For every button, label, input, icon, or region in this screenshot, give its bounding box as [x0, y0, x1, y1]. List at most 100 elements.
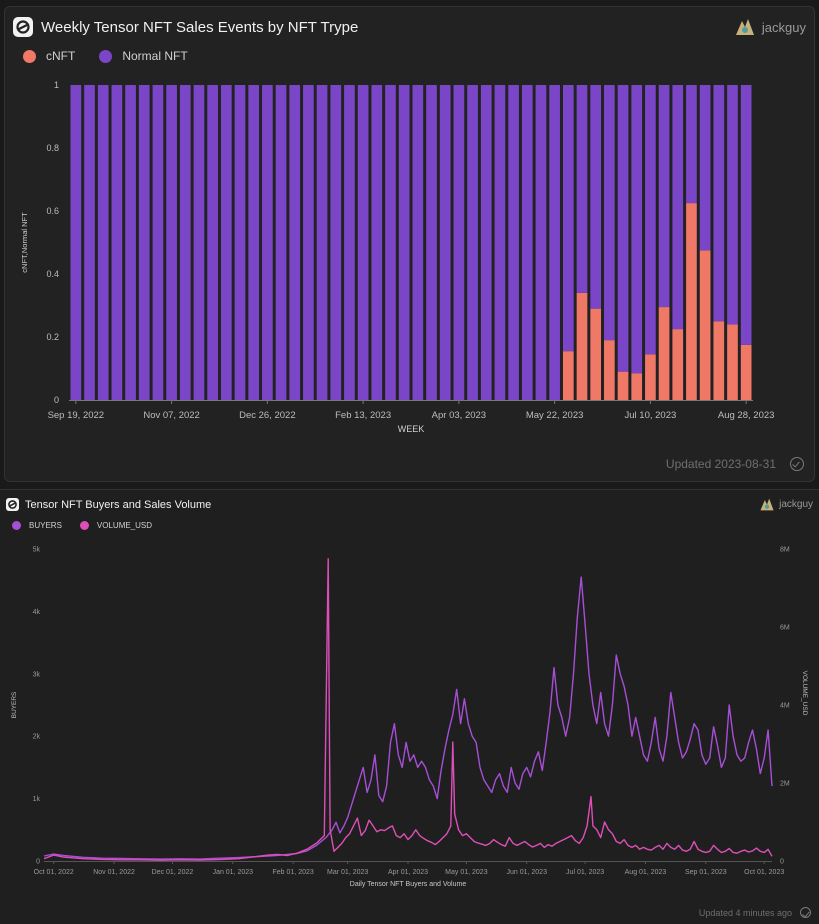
bar-cnft — [617, 371, 629, 400]
bar-normal-nft — [70, 85, 82, 400]
tensor-logo-icon — [13, 17, 33, 37]
y2-tick-label: 0 — [780, 859, 784, 866]
y-tick-label: 0.6 — [46, 206, 59, 216]
x-tick-label: Sep 19, 2022 — [48, 410, 105, 421]
x-tick-label: Sep 01, 2023 — [685, 869, 727, 876]
bar-normal-nft — [494, 85, 506, 400]
bar-normal-nft — [111, 85, 123, 400]
bar-normal-nft — [590, 85, 602, 309]
legend-label-volume[interactable]: VOLUME_USD — [96, 521, 153, 530]
bar-normal-nft — [562, 85, 574, 352]
bar-normal-nft — [248, 85, 260, 400]
updated-text: Updated 2023-08-31 — [665, 457, 776, 471]
bar-normal-nft — [97, 85, 109, 400]
y2-tick-label: 6M — [780, 625, 790, 632]
legend-label-normal-nft[interactable]: Normal NFT — [122, 49, 188, 63]
bar-cnft — [590, 308, 602, 400]
updated-text: Updated 4 minutes ago — [698, 907, 792, 918]
buyers-volume-panel: Tensor NFT Buyers and Sales Volume jackg… — [0, 489, 819, 924]
updated-footer: Updated 2023-08-31 — [666, 457, 804, 471]
bar-normal-nft — [316, 85, 328, 400]
x-tick-label: Mar 01, 2023 — [327, 869, 368, 876]
x-tick-label: Feb 01, 2023 — [273, 869, 314, 876]
x-tick-label: Apr 03, 2023 — [432, 410, 486, 421]
bar-normal-nft — [371, 85, 383, 400]
bar-cnft — [658, 307, 670, 400]
y-tick-label: 0 — [54, 395, 59, 405]
chart-legend: BUYERS VOLUME_USD — [12, 521, 152, 530]
y-tick-label: 1 — [54, 80, 59, 90]
chart-title: Weekly Tensor NFT Sales Events by NFT Tr… — [41, 18, 359, 36]
y2-tick-label: 2M — [780, 781, 790, 788]
x-tick-label: May 22, 2023 — [526, 410, 584, 421]
bar-normal-nft — [645, 85, 656, 355]
x-tick-label: May 01, 2023 — [445, 869, 488, 876]
x-tick-label: Oct 01, 2023 — [744, 869, 784, 876]
bar-normal-nft — [631, 85, 643, 374]
panel-header: Tensor NFT Buyers and Sales Volume — [6, 498, 211, 511]
bar-normal-nft — [617, 85, 629, 372]
legend-dot-cnft — [23, 49, 36, 63]
bar-normal-nft — [535, 85, 547, 400]
x-tick-label: Jan 01, 2023 — [213, 869, 254, 876]
x-axis-title: WEEK — [398, 424, 425, 434]
bar-cnft — [713, 321, 725, 400]
bar-normal-nft — [521, 85, 533, 400]
author-name: jackguy — [761, 19, 806, 35]
bar-cnft — [604, 340, 615, 400]
bar-normal-nft — [289, 85, 301, 400]
bar-normal-nft — [467, 85, 478, 400]
verified-check-icon — [790, 457, 804, 471]
bar-normal-nft — [193, 85, 205, 400]
bar-normal-nft — [713, 85, 725, 322]
y-tick-label: 0 — [36, 859, 40, 866]
x-tick-label: Jul 01, 2023 — [566, 869, 604, 876]
bar-normal-nft — [426, 85, 437, 400]
x-tick-label: Oct 01, 2022 — [34, 869, 74, 876]
author-avatar-icon — [760, 498, 774, 511]
bar-cnft — [672, 329, 684, 400]
bar-normal-nft — [234, 85, 246, 400]
bar-cnft — [740, 344, 752, 400]
y-tick-label: 0.8 — [46, 143, 59, 153]
bar-normal-nft — [686, 85, 697, 204]
x-tick-label: Aug 28, 2023 — [718, 410, 775, 421]
bar-normal-nft — [439, 85, 451, 400]
tensor-logo-icon — [6, 498, 19, 511]
legend-dot-buyers — [12, 521, 21, 530]
bar-normal-nft — [727, 85, 738, 325]
bar-normal-nft — [262, 85, 273, 400]
author-badge[interactable]: jackguy — [734, 17, 806, 37]
legend-dot-normal-nft — [99, 49, 113, 63]
bar-normal-nft — [84, 85, 95, 400]
bar-normal-nft — [549, 85, 560, 400]
x-tick-label: Jul 10, 2023 — [625, 410, 677, 421]
legend-label-cnft[interactable]: cNFT — [46, 49, 76, 63]
bar-cnft — [576, 292, 588, 400]
bar-normal-nft — [303, 85, 314, 400]
x-tick-label: Dec 01, 2022 — [152, 869, 194, 876]
weekly-sales-panel: Weekly Tensor NFT Sales Events by NFT Tr… — [4, 6, 815, 482]
bar-normal-nft — [672, 85, 684, 330]
legend-label-buyers[interactable]: BUYERS — [29, 521, 62, 530]
bar-normal-nft — [740, 85, 752, 345]
chart-legend: cNFT Normal NFT — [23, 49, 188, 63]
bar-normal-nft — [699, 85, 711, 251]
author-badge[interactable]: jackguy — [759, 497, 813, 512]
bar-cnft — [562, 351, 574, 400]
legend-dot-volume — [79, 521, 89, 530]
x-axis-title: Daily Tensor NFT Buyers and Volume — [350, 881, 467, 888]
line-buyers — [43, 576, 773, 860]
bar-cnft — [727, 324, 738, 400]
bar-normal-nft — [220, 85, 232, 400]
y-tick-label: 2k — [33, 734, 41, 741]
bar-cnft — [699, 250, 711, 400]
bar-normal-nft — [604, 85, 615, 341]
author-name: jackguy — [779, 499, 813, 510]
y-tick-label: 3k — [33, 671, 41, 678]
bar-normal-nft — [330, 85, 342, 400]
bar-normal-nft — [412, 85, 424, 400]
bar-normal-nft — [179, 85, 191, 400]
y2-axis-title: VOLUME_USD — [801, 671, 808, 716]
buyers-volume-line-chart: 0 1k 2k 3k 4k 5k 0 2M 4M 6M 8M Oct 01, 2022 Nov 01, … — [11, 547, 808, 889]
